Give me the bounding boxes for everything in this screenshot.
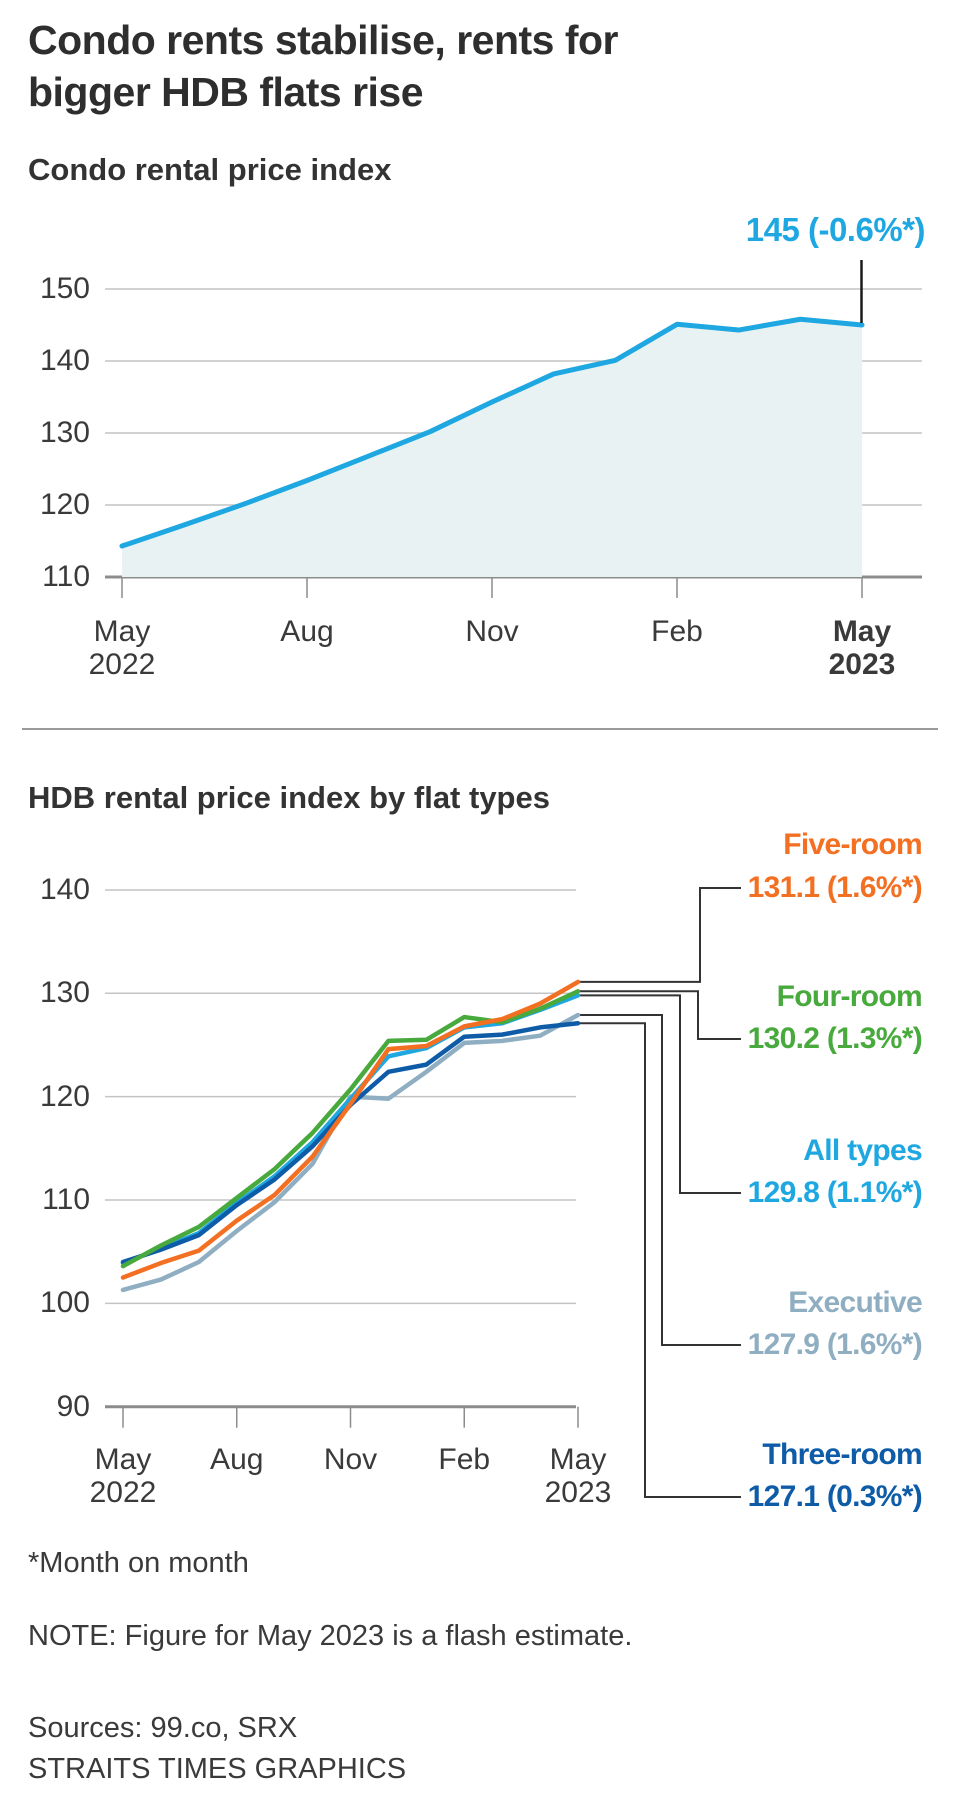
y-axis-label-150: 150: [39, 272, 90, 305]
series-line-condo-rental-price-index: [119, 316, 865, 549]
series-label-all-types: All types: [803, 1134, 922, 1167]
page-title-line2: bigger HDB flats rise: [28, 69, 424, 115]
series-value-five-room: 131.1 (1.6%*): [747, 871, 923, 904]
y-axis-label-110: 110: [42, 1183, 90, 1216]
page-title: Condo rents stabilise, rents for bigger …: [28, 14, 619, 118]
x-axis-label-May: May: [93, 615, 151, 648]
leader-line-five-room: [578, 887, 741, 983]
leader-line-all-types: [578, 994, 741, 1194]
y-axis-label-100: 100: [39, 1286, 90, 1320]
y-axis-label-130: 130: [39, 416, 90, 449]
y-axis-label-90: 90: [56, 1389, 90, 1423]
leader-line-three-room: [578, 1022, 741, 1498]
series-label-three-room: Three-room: [762, 1438, 922, 1471]
chart1-title: Condo rental price index: [28, 152, 392, 187]
series-value-four-room: 130.2 (1.3%*): [747, 1022, 923, 1055]
x-axis-label-2023: 2023: [828, 648, 896, 681]
x-axis-label-2022: 2022: [89, 1476, 157, 1509]
series-label-four-room: Four-room: [776, 980, 923, 1013]
chart1-last-value-annotation: 145 (-0.6%*): [745, 211, 926, 248]
leader-line-executive: [578, 1014, 741, 1346]
y-axis-label-140: 140: [39, 872, 90, 906]
x-axis-label-Nov: Nov: [323, 1443, 378, 1476]
area-fill-condo-rental-price-index: [122, 319, 863, 577]
series-label-executive: Executive: [788, 1286, 922, 1319]
series-line-five-room: [120, 979, 581, 1280]
x-axis-label-Nov: Nov: [465, 615, 519, 648]
series-value-executive: 127.9 (1.6%*): [747, 1328, 923, 1361]
x-axis-label-Feb: Feb: [651, 615, 703, 648]
y-axis-label-120: 120: [39, 488, 90, 521]
footnote-month-on-month: *Month on month: [28, 1547, 249, 1579]
series-line-three-room: [120, 1021, 581, 1265]
y-axis-label-110: 110: [42, 560, 90, 593]
y-axis-label-140: 140: [39, 344, 90, 377]
x-axis-label-May: May: [94, 1443, 152, 1476]
section-divider: [22, 728, 938, 730]
page-title-line1: Condo rents stabilise, rents for: [28, 17, 619, 63]
x-axis-label-Aug: Aug: [280, 615, 334, 648]
y-axis-label-120: 120: [39, 1079, 90, 1113]
series-line-all-types: [120, 993, 581, 1266]
y-axis-label-130: 130: [39, 976, 90, 1010]
leader-line-four-room: [578, 990, 741, 1040]
x-axis-label-Feb: Feb: [438, 1443, 491, 1476]
series-line-executive: [120, 1012, 581, 1293]
footnote-flash-estimate: NOTE: Figure for May 2023 is a flash est…: [28, 1620, 633, 1652]
x-axis-label-May: May: [832, 615, 892, 648]
chart2-title: HDB rental price index by flat types: [28, 780, 550, 815]
series-line-four-room: [120, 988, 581, 1269]
x-axis-label-Aug: Aug: [210, 1443, 264, 1476]
sources-line: Sources: 99.co, SRX: [28, 1712, 298, 1744]
x-axis-label-2023: 2023: [544, 1476, 612, 1509]
x-axis-label-2022: 2022: [88, 648, 156, 681]
series-value-three-room: 127.1 (0.3%*): [747, 1480, 923, 1513]
series-label-five-room: Five-room: [783, 828, 922, 861]
x-axis-label-May: May: [549, 1443, 607, 1476]
credit-line: STRAITS TIMES GRAPHICS: [28, 1753, 407, 1785]
series-value-all-types: 129.8 (1.1%*): [747, 1176, 923, 1209]
